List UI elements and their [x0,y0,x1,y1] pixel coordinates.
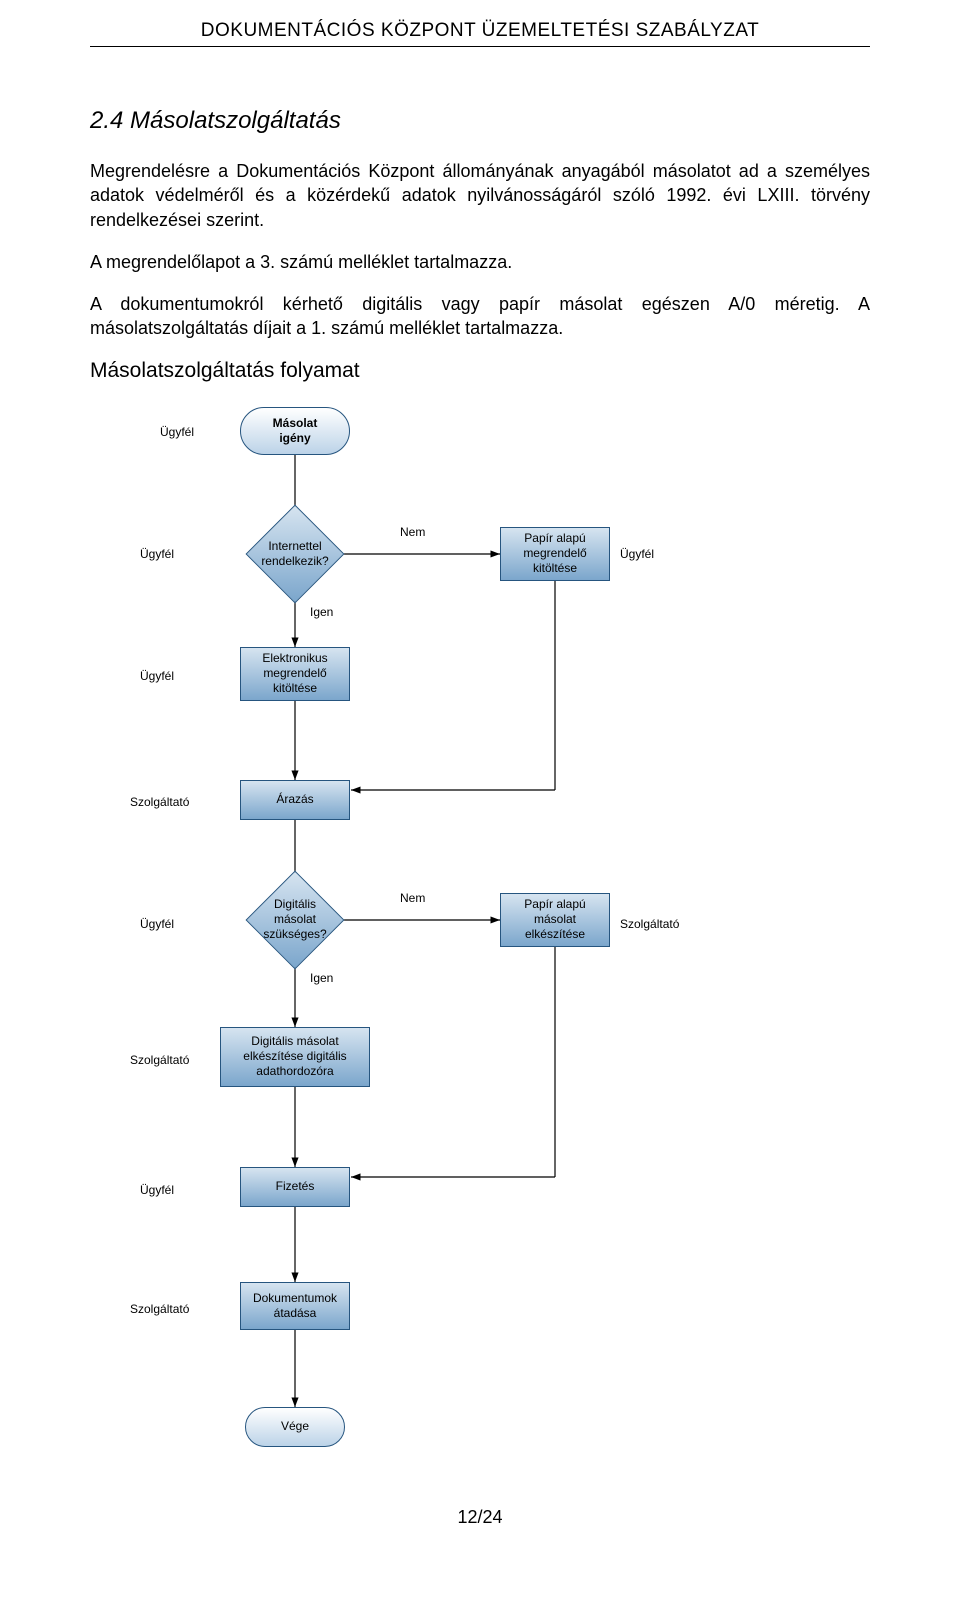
flow-node-start: Másolatigény [240,407,350,455]
flow-node-paper1: Papír alapúmegrendelőkitöltése [500,527,610,581]
flow-edge-label: Nem [400,891,425,905]
flow-edge-label: Igen [310,971,333,985]
flow-role-label: Szolgáltató [620,917,679,931]
subheading: Másolatszolgáltatás folyamat [90,359,870,383]
flow-role-label: Ügyfél [160,425,194,439]
paragraph-3: A dokumentumokról kérhető digitális vagy… [90,292,870,341]
flow-node-paper2: Papír alapúmásolatelkészítése [500,893,610,947]
paragraph-2: A megrendelőlapot a 3. számú melléklet t… [90,250,870,274]
section-title: Másolatszolgáltatás [130,107,341,134]
flow-role-label: Ügyfél [620,547,654,561]
page-number: 12/24 [90,1507,870,1528]
flow-decision-d1: Internettelrendelkezik? [260,519,330,589]
flow-role-label: Szolgáltató [130,795,189,809]
section-heading: 2.4 Másolatszolgáltatás [90,107,870,135]
flow-node-hand: Dokumentumokátadása [240,1282,350,1330]
flow-node-elec: Elektronikusmegrendelőkitöltése [240,647,350,701]
flow-node-end: Vége [245,1407,345,1447]
flow-edge-label: Igen [310,605,333,619]
flow-role-label: Ügyfél [140,917,174,931]
flow-node-digi: Digitális másolatelkészítése digitálisad… [220,1027,370,1087]
flow-role-label: Ügyfél [140,547,174,561]
flow-role-label: Ügyfél [140,1183,174,1197]
flow-role-label: Szolgáltató [130,1302,189,1316]
paragraph-1: Megrendelésre a Dokumentációs Központ ál… [90,159,870,232]
flowchart-edges [120,407,840,1467]
flow-decision-d2: Digitálismásolatszükséges? [260,885,330,955]
section-number: 2.4 [90,107,123,134]
flow-edge-label: Nem [400,525,425,539]
flow-role-label: Szolgáltató [130,1053,189,1067]
page-header: DOKUMENTÁCIÓS KÖZPONT ÜZEMELTETÉSI SZABÁ… [90,20,870,47]
document-page: DOKUMENTÁCIÓS KÖZPONT ÜZEMELTETÉSI SZABÁ… [0,0,960,1568]
flow-role-label: Ügyfél [140,669,174,683]
flow-node-price: Árazás [240,780,350,820]
flow-node-pay: Fizetés [240,1167,350,1207]
flowchart: Másolatigény Internettelrendelkezik? Papír… [120,407,840,1467]
